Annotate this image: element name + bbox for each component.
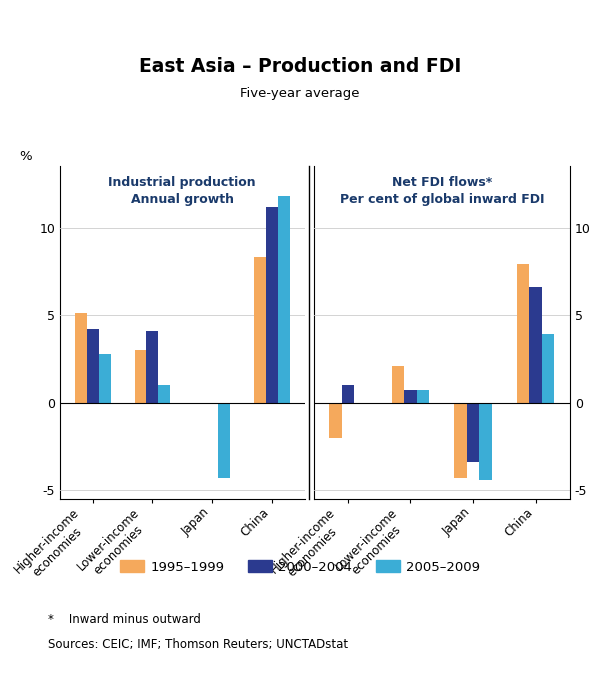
Text: Five-year average: Five-year average (240, 87, 360, 100)
Bar (467, 403, 479, 462)
Bar (341, 385, 354, 403)
Bar (404, 390, 417, 403)
Bar (146, 331, 158, 403)
Bar (134, 350, 146, 403)
Text: East Asia – Production and FDI: East Asia – Production and FDI (139, 58, 461, 76)
Bar (417, 390, 429, 403)
Bar (354, 403, 367, 405)
Bar (529, 287, 542, 403)
Bar (99, 353, 110, 403)
Bar (479, 403, 492, 480)
Bar (266, 207, 278, 403)
Bar (254, 257, 266, 403)
Bar (158, 385, 170, 403)
Text: Industrial production
Annual growth: Industrial production Annual growth (109, 176, 256, 207)
Bar (542, 335, 554, 403)
Legend: 1995–1999, 2000–2004, 2005–2009: 1995–1999, 2000–2004, 2005–2009 (115, 555, 485, 579)
Bar (278, 196, 290, 403)
Bar (454, 403, 467, 478)
Bar (87, 329, 99, 403)
Bar (392, 366, 404, 403)
Text: %: % (19, 150, 32, 163)
Bar (75, 313, 87, 403)
Bar (329, 403, 341, 438)
Text: Net FDI flows*
Per cent of global inward FDI: Net FDI flows* Per cent of global inward… (340, 176, 544, 207)
Text: *    Inward minus outward: * Inward minus outward (48, 613, 201, 626)
Bar (206, 403, 218, 405)
Bar (194, 403, 206, 405)
Bar (218, 403, 230, 478)
Bar (517, 264, 529, 403)
Text: Sources: CEIC; IMF; Thomson Reuters; UNCTADstat: Sources: CEIC; IMF; Thomson Reuters; UNC… (48, 638, 348, 651)
